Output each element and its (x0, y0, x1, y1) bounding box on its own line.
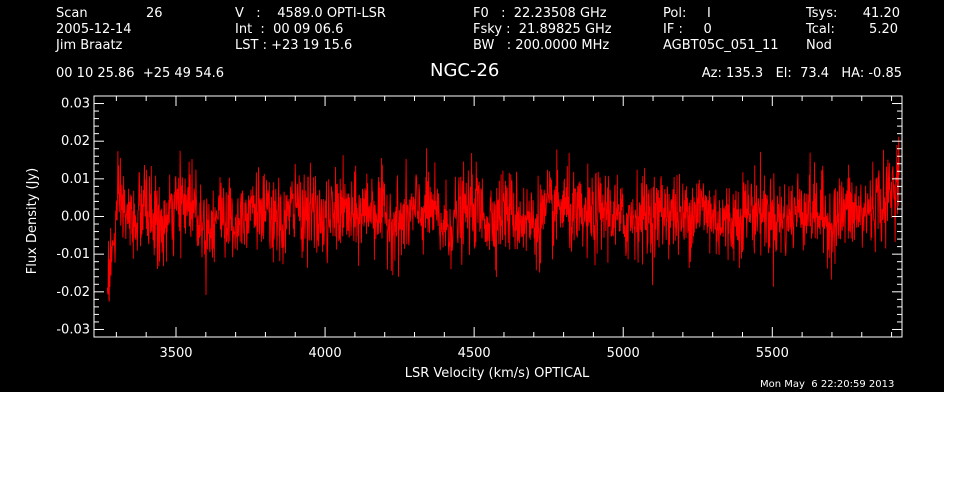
polarization-info: Pol: I (663, 6, 711, 21)
plot-window: Scan 26 2005-12-14 Jim Braatz V : 4589.0… (0, 0, 944, 392)
sky-frequency: Fsky : 21.89825 GHz (473, 22, 612, 37)
axes-layer: 3500 4000 4500 5000 5500 -0.03 -0.02 -0.01 0.00 0… (56, 95, 903, 361)
observer-name: Jim Braatz (56, 38, 123, 53)
tcal-value: 5.20 (869, 22, 898, 37)
x-tick-label: 4500 (458, 346, 491, 361)
y-tick-label: 0.00 (61, 210, 90, 225)
tsys-value: 41.20 (862, 6, 900, 21)
rest-frequency: F0 : 22.23508 GHz (473, 6, 607, 21)
tsys-label: Tsys: (806, 6, 838, 21)
y-tick-label: 0.03 (61, 97, 90, 112)
lst-info: LST : +23 19 15.6 (235, 38, 353, 53)
spectrum-layer (106, 136, 900, 302)
x-tick-label: 3500 (159, 346, 192, 361)
scan-number: 26 (146, 6, 163, 21)
project-id: AGBT05C_051_11 (663, 38, 779, 53)
velocity-info: V : 4589.0 OPTI-LSR (235, 6, 386, 21)
y-tick-label: -0.01 (56, 247, 90, 262)
source-coordinates: 00 10 25.86 +25 49 54.6 (56, 66, 225, 81)
az-el-ha: Az: 135.3 El: 73.4 HA: -0.85 (701, 66, 902, 81)
x-tick-label: 5000 (607, 346, 640, 361)
observing-mode: Nod (806, 38, 832, 53)
spectrum-chart: 3500 4000 4500 5000 5500 -0.03 -0.02 -0.01 0.00 0… (25, 95, 903, 381)
x-tick-label: 4000 (309, 346, 342, 361)
plot-timestamp: Mon May 6 22:20:59 2013 (760, 379, 895, 390)
y-tick-label: -0.03 (56, 322, 90, 337)
observation-date: 2005-12-14 (56, 22, 132, 37)
bandwidth-info: BW : 200.0000 MHz (473, 38, 610, 53)
y-axis-title: Flux Density (Jy) (25, 168, 40, 274)
y-tick-label: 0.02 (61, 134, 90, 149)
integration-time: Int : 00 09 06.6 (235, 22, 344, 37)
x-tick-label: 5500 (756, 346, 789, 361)
y-tick-label: 0.01 (61, 172, 90, 187)
scan-label: Scan (56, 6, 88, 21)
if-info: IF : 0 (663, 22, 712, 37)
spectrum-line (106, 136, 900, 302)
x-axis-title: LSR Velocity (km/s) OPTICAL (405, 366, 590, 381)
y-tick-label: -0.02 (56, 285, 90, 300)
source-name: NGC-26 (430, 60, 500, 81)
tcal-label: Tcal: (806, 22, 835, 37)
